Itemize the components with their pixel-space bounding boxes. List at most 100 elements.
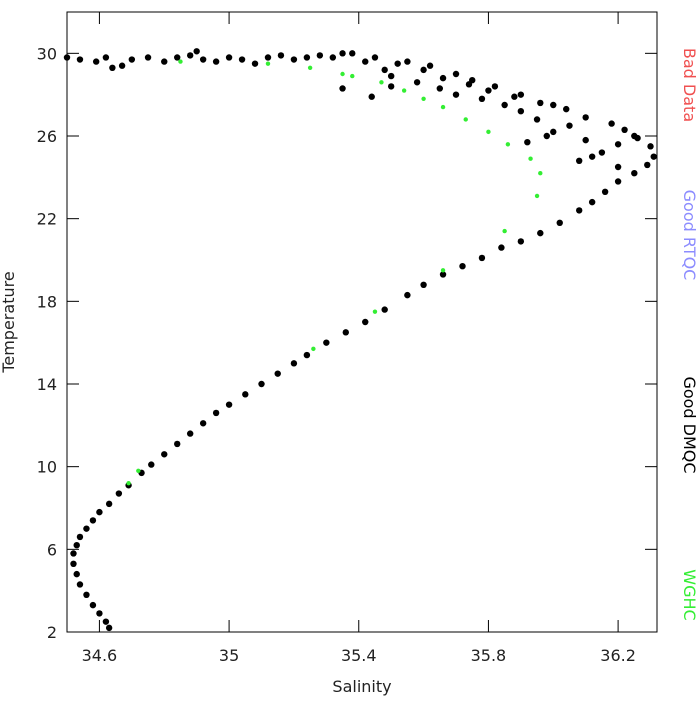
point <box>498 244 505 251</box>
point <box>73 570 80 578</box>
point <box>63 54 71 61</box>
legend-entry: WGHC <box>680 569 699 620</box>
point <box>439 271 447 278</box>
x-tick-label: 35.8 <box>471 646 507 665</box>
y-axis-title: Temperature <box>0 271 18 373</box>
point <box>556 219 563 226</box>
x-tick-label: 36.2 <box>600 646 636 665</box>
point <box>439 74 447 82</box>
point <box>199 420 207 427</box>
legend-entry: Good DMQC <box>680 376 699 473</box>
point <box>199 56 207 63</box>
point <box>372 309 378 314</box>
point <box>517 108 525 115</box>
y-tick-label: 18 <box>37 292 57 311</box>
point <box>387 72 395 80</box>
x-tick-label: 34.6 <box>82 646 118 665</box>
plot-frame <box>66 11 658 633</box>
point <box>212 409 220 417</box>
point <box>323 339 330 346</box>
point <box>89 517 97 524</box>
point <box>238 56 246 63</box>
point <box>144 54 152 61</box>
point <box>126 481 131 486</box>
point <box>161 451 168 458</box>
point <box>614 141 622 148</box>
point <box>264 54 272 61</box>
point <box>340 71 345 77</box>
point <box>394 60 401 67</box>
point <box>277 52 285 59</box>
point <box>538 171 543 176</box>
point <box>469 77 476 84</box>
point <box>517 238 525 245</box>
point <box>136 468 141 473</box>
point <box>329 54 337 61</box>
point <box>401 88 407 93</box>
point <box>225 401 233 408</box>
x-tick-label: 35.4 <box>341 646 377 665</box>
point <box>83 591 90 598</box>
point <box>575 157 583 164</box>
legend-entry: Good RTQC <box>680 190 699 281</box>
point <box>588 198 596 206</box>
point <box>174 440 181 448</box>
point <box>339 50 346 57</box>
point <box>550 101 557 109</box>
point <box>485 87 492 94</box>
point <box>102 618 110 625</box>
point <box>290 56 298 63</box>
point <box>582 136 589 144</box>
point <box>96 610 103 617</box>
point <box>242 391 249 398</box>
point <box>505 142 511 147</box>
point <box>440 268 446 273</box>
point <box>644 161 651 169</box>
point <box>534 193 540 199</box>
point <box>614 163 622 171</box>
point <box>426 62 434 69</box>
point <box>601 188 609 195</box>
point <box>371 54 379 61</box>
point <box>76 56 84 63</box>
point <box>70 560 77 567</box>
point <box>566 122 573 129</box>
point <box>274 370 281 377</box>
point <box>486 129 491 135</box>
y-tick-label: 22 <box>37 210 57 229</box>
point <box>342 329 349 336</box>
x-axis-title: Salinity <box>332 677 391 696</box>
y-tick-label: 10 <box>37 458 57 477</box>
point <box>178 59 183 64</box>
point <box>303 54 311 61</box>
point <box>115 490 123 497</box>
y-tick-label: 2 <box>47 623 57 642</box>
point <box>524 139 531 146</box>
point <box>105 624 113 632</box>
point <box>502 228 507 234</box>
point <box>537 99 544 107</box>
point <box>349 50 356 57</box>
point <box>83 525 90 532</box>
point <box>251 60 259 67</box>
y-tick-label: 14 <box>37 375 57 394</box>
point <box>350 73 355 79</box>
point <box>511 93 518 100</box>
point <box>265 61 271 66</box>
point <box>478 95 486 103</box>
point <box>193 48 200 55</box>
point <box>307 65 313 71</box>
y-tick-label: 30 <box>37 44 57 63</box>
point <box>491 83 499 90</box>
point <box>413 79 421 86</box>
point <box>290 360 298 367</box>
point <box>258 380 265 388</box>
point <box>186 430 194 437</box>
point <box>381 66 388 74</box>
point <box>212 58 220 65</box>
point <box>118 62 126 69</box>
point <box>362 58 369 65</box>
point <box>316 52 324 59</box>
point <box>105 500 113 508</box>
